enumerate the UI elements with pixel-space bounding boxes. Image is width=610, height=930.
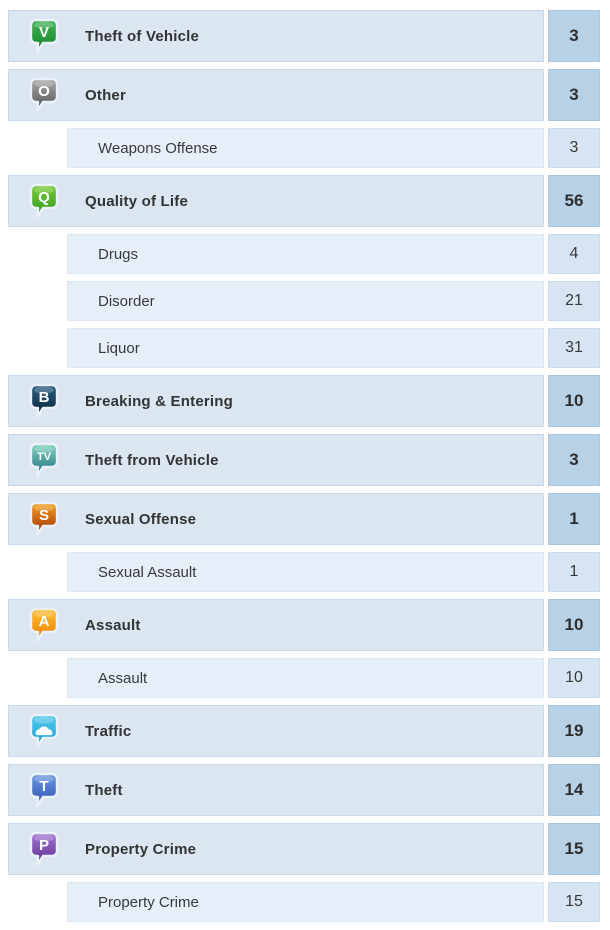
category-count: 19	[548, 705, 600, 757]
other-icon: O	[27, 76, 61, 114]
subcategory-label: Sexual Assault	[98, 563, 197, 581]
subcategory-indent	[8, 882, 67, 922]
category-label-box[interactable]: B Breaking & Entering	[8, 375, 544, 427]
category-label: Theft of Vehicle	[85, 27, 200, 45]
svg-text:TV: TV	[37, 451, 52, 463]
category-label-box[interactable]: TV Theft from Vehicle	[8, 434, 544, 486]
category-count: 3	[548, 69, 600, 121]
subcategory-row-sexual-assault[interactable]: Sexual Assault 1	[8, 552, 600, 592]
category-row-quality-of-life[interactable]: Q Quality of Life 56	[8, 175, 600, 227]
theft-from-vehicle-icon: TV	[27, 441, 61, 479]
svg-text:O: O	[38, 83, 50, 100]
subcategory-count: 3	[548, 128, 600, 168]
subcategory-label: Weapons Offense	[98, 139, 218, 157]
category-row-other[interactable]: O Other 3	[8, 69, 600, 121]
subcategory-label: Liquor	[98, 339, 140, 357]
subcategory-count: 15	[548, 882, 600, 922]
traffic-icon	[27, 712, 61, 750]
category-count: 14	[548, 764, 600, 816]
category-count: 10	[548, 375, 600, 427]
svg-text:S: S	[39, 507, 49, 524]
subcategory-count: 31	[548, 328, 600, 368]
subcategory-row-property-crime[interactable]: Property Crime 15	[8, 882, 600, 922]
subcategory-indent	[8, 328, 67, 368]
subcategory-row-assault[interactable]: Assault 10	[8, 658, 600, 698]
svg-text:Q: Q	[38, 189, 50, 206]
category-count: 1	[548, 493, 600, 545]
subcategory-indent	[8, 234, 67, 274]
category-count: 10	[548, 599, 600, 651]
svg-text:B: B	[39, 389, 50, 406]
category-label-box[interactable]: T Theft	[8, 764, 544, 816]
subcategory-indent	[8, 552, 67, 592]
category-row-assault[interactable]: A Assault 10	[8, 599, 600, 651]
subcategory-label: Drugs	[98, 245, 139, 263]
subcategory-label-box[interactable]: Property Crime	[67, 882, 544, 922]
svg-text:P: P	[39, 837, 49, 854]
category-count: 3	[548, 434, 600, 486]
category-label: Traffic	[85, 722, 132, 740]
subcategory-row-disorder[interactable]: Disorder 21	[8, 281, 600, 321]
category-row-sexual-offense[interactable]: S Sexual Offense 1	[8, 493, 600, 545]
subcategory-label-box[interactable]: Assault	[67, 658, 544, 698]
category-label: Breaking & Entering	[85, 392, 233, 410]
category-label-box[interactable]: S Sexual Offense	[8, 493, 544, 545]
subcategory-label-box[interactable]: Liquor	[67, 328, 544, 368]
subcategory-count: 10	[548, 658, 600, 698]
category-label-box[interactable]: A Assault	[8, 599, 544, 651]
category-count: 3	[548, 10, 600, 62]
category-label: Quality of Life	[85, 192, 189, 210]
category-label: Theft	[85, 781, 123, 799]
subcategory-label-box[interactable]: Sexual Assault	[67, 552, 544, 592]
category-label-box[interactable]: V Theft of Vehicle	[8, 10, 544, 62]
svg-text:A: A	[39, 613, 50, 630]
subcategory-label-box[interactable]: Disorder	[67, 281, 544, 321]
category-row-breaking-and-entering[interactable]: B Breaking & Entering 10	[8, 375, 600, 427]
subcategory-indent	[8, 658, 67, 698]
subcategory-indent	[8, 281, 67, 321]
category-count: 15	[548, 823, 600, 875]
category-label-box[interactable]: P Property Crime	[8, 823, 544, 875]
category-row-property-crime[interactable]: P Property Crime 15	[8, 823, 600, 875]
subcategory-label: Assault	[98, 669, 148, 687]
subcategory-row-weapons-offense[interactable]: Weapons Offense 3	[8, 128, 600, 168]
svg-text:T: T	[39, 778, 48, 795]
subcategory-row-liquor[interactable]: Liquor 31	[8, 328, 600, 368]
subcategory-row-drugs[interactable]: Drugs 4	[8, 234, 600, 274]
category-label-box[interactable]: O Other	[8, 69, 544, 121]
sexual-offense-icon: S	[27, 500, 61, 538]
subcategory-count: 21	[548, 281, 600, 321]
category-row-theft-from-vehicle[interactable]: TV Theft from Vehicle 3	[8, 434, 600, 486]
property-crime-icon: P	[27, 830, 61, 868]
subcategory-count: 4	[548, 234, 600, 274]
subcategory-label: Property Crime	[98, 893, 199, 911]
category-label-box[interactable]: Traffic	[8, 705, 544, 757]
subcategory-count: 1	[548, 552, 600, 592]
category-row-theft-of-vehicle[interactable]: V Theft of Vehicle 3	[8, 10, 600, 62]
subcategory-label: Disorder	[98, 292, 155, 310]
theft-icon: T	[27, 771, 61, 809]
category-label: Assault	[85, 616, 141, 634]
svg-text:V: V	[39, 24, 49, 41]
category-row-traffic[interactable]: Traffic 19	[8, 705, 600, 757]
assault-icon: A	[27, 606, 61, 644]
category-count: 56	[548, 175, 600, 227]
breaking-and-entering-icon: B	[27, 382, 61, 420]
theft-of-vehicle-icon: V	[27, 17, 61, 55]
category-label: Property Crime	[85, 840, 197, 858]
subcategory-label-box[interactable]: Weapons Offense	[67, 128, 544, 168]
category-label: Theft from Vehicle	[85, 451, 219, 469]
subcategory-label-box[interactable]: Drugs	[67, 234, 544, 274]
category-label: Sexual Offense	[85, 510, 197, 528]
category-label-box[interactable]: Q Quality of Life	[8, 175, 544, 227]
category-row-theft[interactable]: T Theft 14	[8, 764, 600, 816]
category-label: Other	[85, 86, 127, 104]
subcategory-indent	[8, 128, 67, 168]
quality-of-life-icon: Q	[27, 182, 61, 220]
